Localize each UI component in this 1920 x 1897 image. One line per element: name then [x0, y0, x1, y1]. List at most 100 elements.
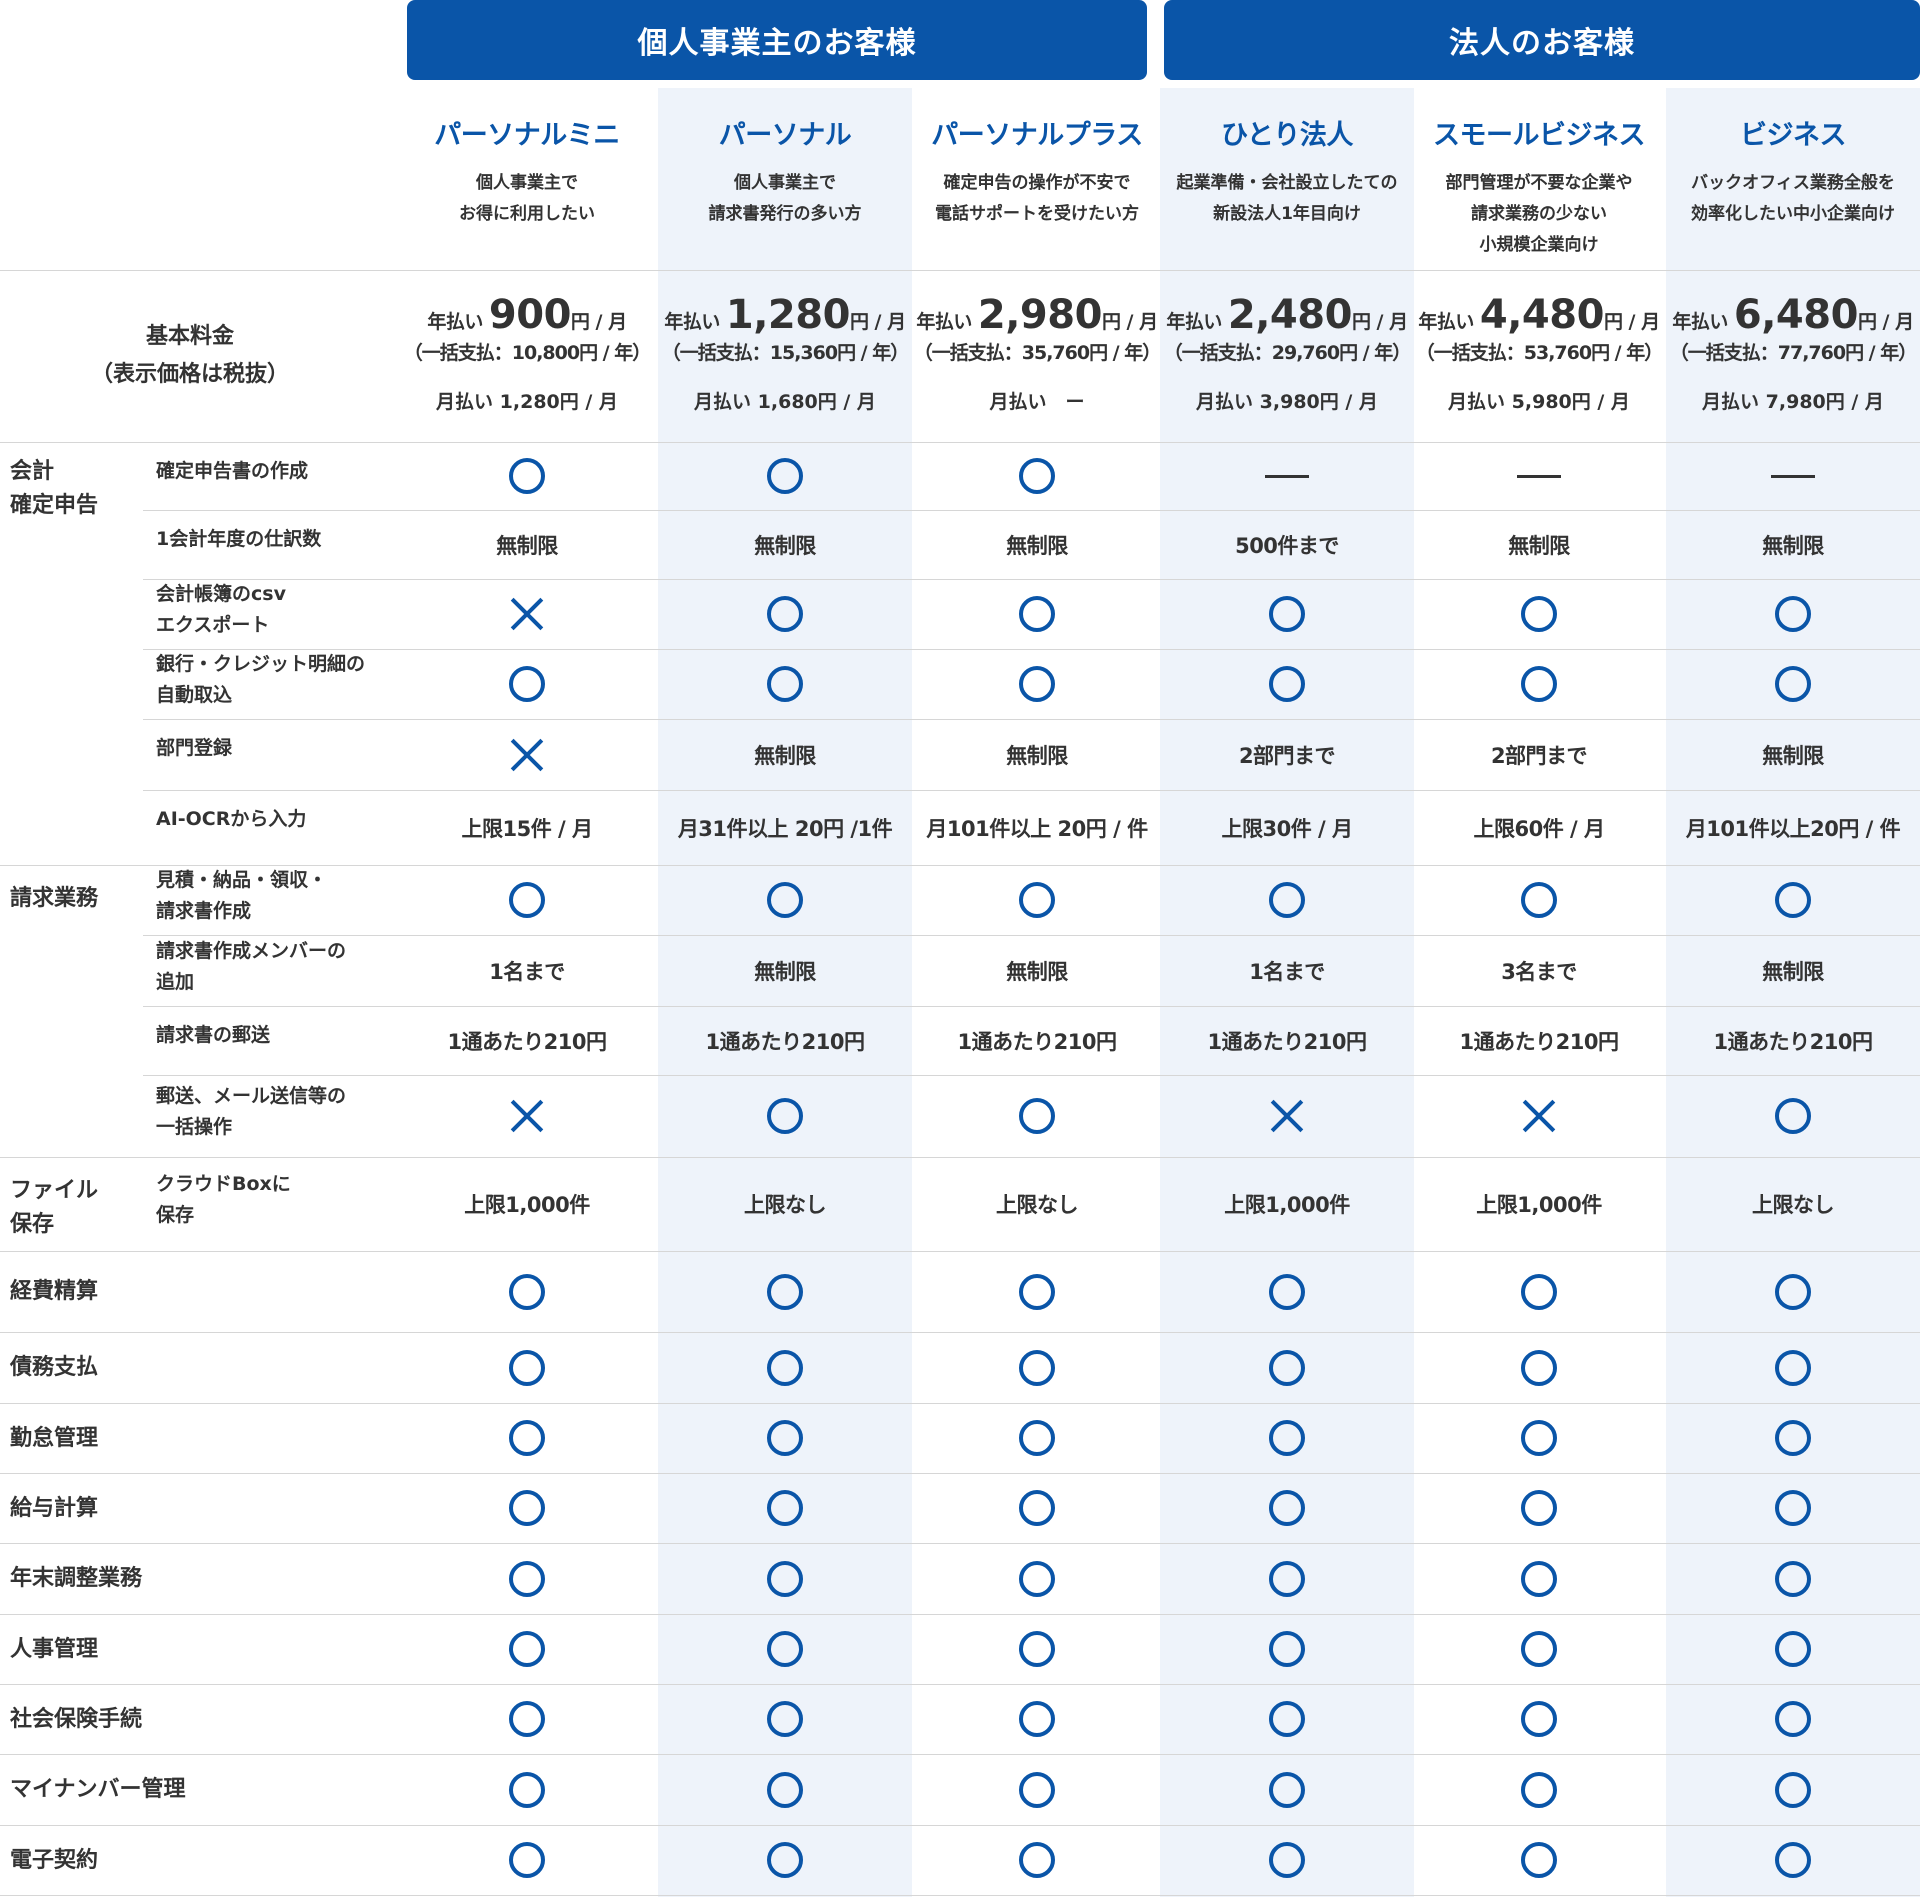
check-circle-icon — [1019, 1631, 1055, 1667]
annual-price-unit: 円 / 月 — [849, 311, 906, 333]
category-label: 人事管理 — [10, 1634, 390, 1665]
check-circle-icon — [1019, 458, 1055, 494]
cell-value: 無制限 — [1508, 533, 1570, 558]
plan-cell — [1666, 1473, 1920, 1543]
plan-cell — [1160, 1614, 1414, 1684]
plan-cell — [910, 649, 1164, 719]
check-circle-icon — [1019, 1490, 1055, 1526]
plan-cell — [910, 1403, 1164, 1473]
cell-value: 上限1,000件 — [1476, 1193, 1602, 1217]
feature-label-line: クラウドBoxに — [156, 1173, 291, 1195]
plan-cell: 上限60件 / 月 — [1412, 790, 1666, 865]
check-circle-icon — [509, 1631, 545, 1667]
row-divider — [0, 1754, 1920, 1755]
row-divider — [143, 1075, 1920, 1076]
plan-cell — [658, 1473, 912, 1543]
group-header-corporate: 法人のお客様 — [1164, 0, 1920, 80]
plan-cell — [1412, 1403, 1666, 1473]
annual-price-unit: 円 / 月 — [1857, 311, 1914, 333]
plan-cell — [658, 649, 912, 719]
price-label-title: 基本料金 — [145, 324, 234, 349]
feature-label-line: 請求書の郵送 — [156, 1024, 271, 1046]
plan-description-line: 請求業務の少ない — [1471, 204, 1607, 224]
feature-label-line: エクスポート — [156, 614, 270, 636]
plan-cell — [1412, 1614, 1666, 1684]
cell-value: 無制限 — [1006, 743, 1068, 768]
check-circle-icon — [1775, 1842, 1811, 1878]
check-circle-icon — [767, 458, 803, 494]
plan-cell — [910, 1075, 1164, 1157]
plan-cell — [1412, 1473, 1666, 1543]
check-circle-icon — [1019, 1273, 1055, 1310]
feature-label: 部門登録 — [156, 733, 386, 764]
cell-value: 2部門まで — [1490, 743, 1588, 768]
annual-price-label: 年払い — [664, 311, 720, 333]
plan-cell — [1160, 1403, 1414, 1473]
cross-icon — [510, 1099, 544, 1133]
cell-value: 月101件以上20円 / 件 — [1685, 816, 1901, 841]
row-divider — [0, 1825, 1920, 1826]
feature-label: 1会計年度の仕訳数 — [156, 524, 386, 555]
plan-cell — [910, 1332, 1164, 1403]
check-circle-icon — [1269, 1560, 1305, 1597]
plan-cell — [910, 442, 1164, 510]
check-circle-icon — [509, 1273, 545, 1310]
row-divider — [0, 1332, 1920, 1333]
monthly-price: 月払い 1,680円 / 月 — [694, 391, 876, 413]
plan-description-line: バックオフィス業務全般を — [1691, 173, 1895, 193]
annual-price-amount: 6,480 — [1733, 292, 1859, 338]
cell-value: 無制限 — [1762, 743, 1824, 768]
plan-cell — [400, 1473, 654, 1543]
cell-value: 無制限 — [1006, 533, 1068, 558]
feature-label: 請求書作成メンバーの 追加 — [156, 936, 386, 998]
row-divider — [143, 935, 1920, 936]
feature-label: 見積・納品・領収・ 請求書作成 — [156, 865, 386, 927]
category-label: 勤怠管理 — [10, 1423, 390, 1454]
annual-price: 年払い 4,480円 / 月 — [1412, 292, 1666, 338]
plan-description-line: 確定申告の操作が不安で — [943, 173, 1131, 193]
plan-header: パーソナルプラス 確定申告の操作が不安で 電話サポートを受けたい方 — [910, 95, 1164, 270]
check-circle-icon — [1269, 1490, 1305, 1526]
feature-label-line: 請求書作成 — [156, 900, 252, 922]
check-circle-icon — [1269, 1631, 1305, 1667]
check-circle-icon — [767, 1560, 803, 1597]
check-circle-icon — [767, 1771, 803, 1808]
plan-cell — [658, 1403, 912, 1473]
plan-cell: 1通あたり210円 — [910, 1006, 1164, 1075]
plan-name: パーソナル — [718, 120, 852, 151]
plan-cell: 1名まで — [400, 935, 654, 1006]
check-circle-icon — [509, 882, 545, 918]
plan-cell: 3名まで — [1412, 935, 1666, 1006]
plan-cell — [1666, 1614, 1920, 1684]
plan-cell: 無制限 — [658, 935, 912, 1006]
plan-cell: 上限1,000件 — [1160, 1157, 1414, 1251]
cell-value: 無制限 — [496, 533, 558, 558]
check-circle-icon — [509, 1490, 545, 1526]
plan-cell: 上限15件 / 月 — [400, 790, 654, 865]
feature-label-line: マイナンバー管理 — [10, 1777, 186, 1802]
plan-cell — [400, 1614, 654, 1684]
plan-cell — [1412, 1754, 1666, 1825]
plan-cell — [1412, 649, 1666, 719]
plan-cell — [1666, 442, 1920, 510]
check-circle-icon — [1269, 1349, 1305, 1386]
monthly-price: 月払い ー — [989, 391, 1085, 413]
check-circle-icon — [1775, 882, 1811, 918]
row-divider — [143, 790, 1920, 791]
category-label: 請求業務 — [10, 886, 99, 911]
plan-name: スモールビジネス — [1433, 120, 1646, 151]
plan-description-line: 個人事業主で — [734, 173, 836, 193]
plan-cell: 上限1,000件 — [400, 1157, 654, 1251]
check-circle-icon — [767, 1631, 803, 1667]
feature-label-line: 1会計年度の仕訳数 — [156, 528, 322, 550]
check-circle-icon — [1521, 1420, 1557, 1456]
plan-description: バックオフィス業務全般を 効率化したい中小企業向け — [1666, 168, 1920, 230]
plan-cell: 無制限 — [1666, 510, 1920, 579]
feature-label-line: 郵送、メール送信等の — [156, 1085, 347, 1107]
category-label: 年末調整業務 — [10, 1563, 390, 1594]
plan-cell — [658, 579, 912, 649]
cell-value: 1通あたり210円 — [1459, 1029, 1619, 1054]
plan-cell — [400, 1403, 654, 1473]
plan-cell: 月101件以上 20円 / 件 — [910, 790, 1164, 865]
cell-value: 上限30件 / 月 — [1221, 816, 1353, 841]
